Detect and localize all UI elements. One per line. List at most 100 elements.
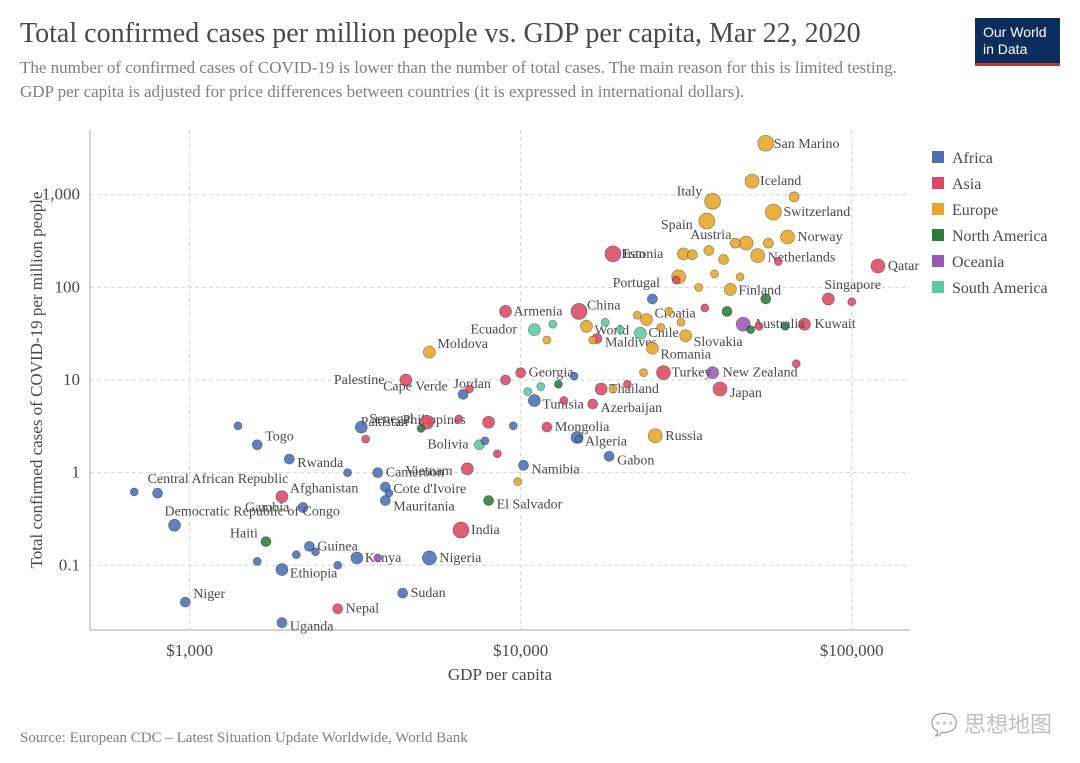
- point-label: El Salvador: [497, 497, 563, 512]
- header: Our World in Data Total confirmed cases …: [20, 18, 1060, 104]
- point-label: Cape Verde: [383, 379, 448, 394]
- data-point: [677, 318, 685, 326]
- scatter-chart: $1,000$10,000$100,0000.11101001,000GDP p…: [20, 120, 1060, 680]
- chart-subtitle: The number of confirmed cases of COVID-1…: [20, 56, 920, 104]
- chart-area: $1,000$10,000$100,0000.11101001,000GDP p…: [20, 120, 1060, 680]
- data-point: [848, 297, 856, 305]
- svg-text:1,000: 1,000: [42, 184, 80, 203]
- data-point: [710, 269, 718, 277]
- data-point: [514, 477, 522, 485]
- point-label: Georgia: [529, 365, 575, 380]
- data-point: [398, 588, 408, 598]
- point-label: Guinea: [317, 539, 358, 554]
- point-label: Mauritania: [393, 499, 455, 514]
- data-point: [680, 329, 692, 341]
- data-point: [701, 304, 709, 312]
- data-point: [822, 293, 834, 305]
- point-label: Azerbaijan: [601, 401, 662, 416]
- data-point: [656, 365, 670, 379]
- data-point: [604, 451, 614, 461]
- legend-swatch: [932, 255, 944, 267]
- point-label: Sudan: [411, 586, 446, 601]
- point-label: Moldova: [437, 337, 488, 352]
- data-point: [180, 597, 190, 607]
- data-point: [687, 249, 697, 259]
- data-point: [417, 424, 425, 432]
- data-point: [719, 254, 729, 264]
- point-label: Gabon: [617, 453, 654, 468]
- point-label: Armenia: [514, 304, 564, 319]
- legend-swatch: [932, 229, 944, 241]
- point-label: Singapore: [824, 278, 881, 293]
- point-label: Austria: [690, 228, 732, 243]
- point-label: Algeria: [585, 434, 628, 449]
- data-point: [789, 191, 799, 201]
- data-point: [634, 327, 646, 339]
- data-point: [253, 557, 261, 565]
- data-point: [695, 283, 703, 291]
- data-point: [362, 435, 370, 443]
- data-point: [705, 193, 721, 209]
- data-point: [758, 135, 774, 151]
- point-label: Croatia: [655, 306, 697, 321]
- data-point: [543, 336, 551, 344]
- data-point: [588, 399, 598, 409]
- data-point: [524, 387, 532, 395]
- point-label: Romania: [660, 347, 711, 362]
- point-label: Palestine: [334, 373, 385, 388]
- data-point: [284, 454, 294, 464]
- data-point: [252, 439, 262, 449]
- source-text: Source: European CDC – Latest Situation …: [20, 730, 468, 747]
- data-point: [374, 554, 382, 562]
- point-label: Mongolia: [555, 420, 610, 435]
- data-point: [484, 495, 494, 505]
- point-label: Nigeria: [439, 551, 482, 566]
- svg-text:Total confirmed cases of COVID: Total confirmed cases of COVID-19 per mi…: [27, 191, 46, 568]
- point-label: San Marino: [774, 137, 840, 152]
- svg-text:100: 100: [55, 277, 81, 296]
- data-point: [571, 303, 587, 319]
- data-point: [276, 563, 288, 575]
- data-point: [730, 238, 740, 248]
- data-point: [774, 257, 782, 265]
- legend-label: North America: [952, 228, 1048, 245]
- point-label: Democratic Republic of Congo: [165, 504, 340, 519]
- data-point: [575, 435, 583, 443]
- svg-text:GDP per capita: GDP per capita: [448, 665, 553, 680]
- data-point: [657, 323, 665, 331]
- point-label: Togo: [265, 429, 294, 444]
- data-point: [595, 383, 607, 395]
- data-point: [528, 394, 540, 406]
- data-point: [483, 416, 495, 428]
- svg-text:$1,000: $1,000: [166, 641, 213, 660]
- data-point: [516, 367, 526, 377]
- chart-title: Total confirmed cases per million people…: [20, 18, 1060, 50]
- data-point: [755, 322, 763, 330]
- legend-swatch: [932, 177, 944, 189]
- data-point: [623, 380, 631, 388]
- data-point: [542, 422, 552, 432]
- watermark-text: 💬 思想地图: [930, 707, 1052, 739]
- data-point: [153, 488, 163, 498]
- data-point: [501, 375, 511, 385]
- owid-logo: Our World in Data: [975, 18, 1060, 66]
- point-label: Ecuador: [470, 322, 517, 337]
- data-point: [493, 449, 501, 457]
- point-label: Norway: [798, 230, 843, 245]
- legend-swatch: [932, 281, 944, 293]
- data-point: [528, 323, 540, 335]
- data-point: [334, 561, 342, 569]
- data-point: [605, 245, 621, 261]
- point-label: Iceland: [760, 174, 801, 189]
- data-point: [871, 259, 885, 273]
- data-point: [704, 245, 714, 255]
- point-label: Switzerland: [783, 205, 850, 220]
- data-point: [616, 325, 624, 333]
- data-point: [461, 462, 473, 474]
- data-point: [672, 276, 680, 284]
- data-point: [765, 204, 781, 220]
- point-label: Turkey: [671, 365, 711, 380]
- data-point: [792, 359, 800, 367]
- data-point: [665, 307, 673, 315]
- legend-swatch: [932, 203, 944, 215]
